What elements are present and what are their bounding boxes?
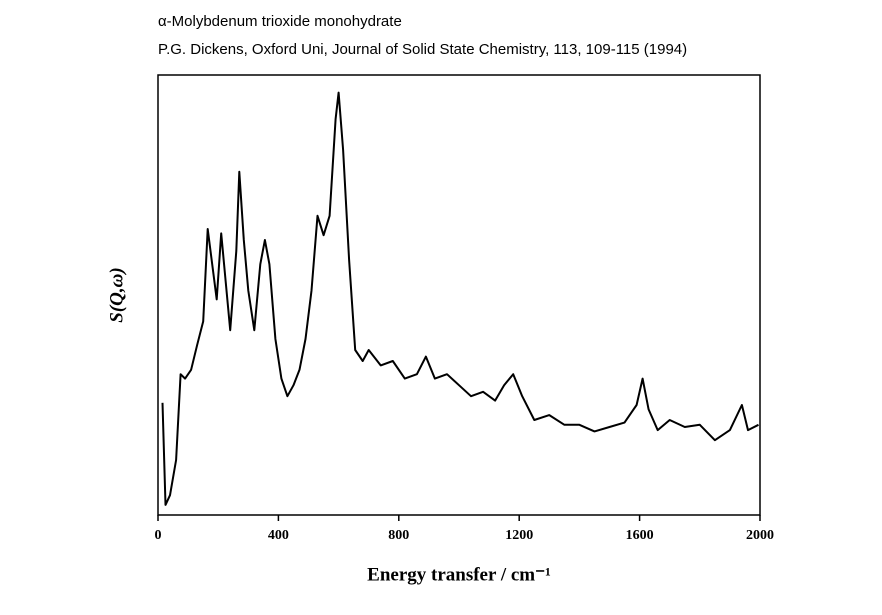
spectrum-line xyxy=(161,91,759,506)
x-axis-label: Energy transfer / cm⁻¹ xyxy=(367,564,551,585)
x-tick-label: 800 xyxy=(388,528,409,543)
x-tick-label: 2000 xyxy=(746,528,774,543)
x-tick-label: 1600 xyxy=(626,528,654,543)
x-tick-label: 400 xyxy=(268,528,289,543)
chart-subtitle: P.G. Dickens, Oxford Uni, Journal of Sol… xyxy=(158,41,687,58)
y-axis-label: S(Q,ω) xyxy=(106,267,127,322)
plot-frame xyxy=(157,74,761,516)
chart-title: α-Molybdenum trioxide monohydrate xyxy=(158,13,402,30)
x-tick-label: 1200 xyxy=(505,528,533,543)
x-tick-label: 0 xyxy=(155,528,162,543)
